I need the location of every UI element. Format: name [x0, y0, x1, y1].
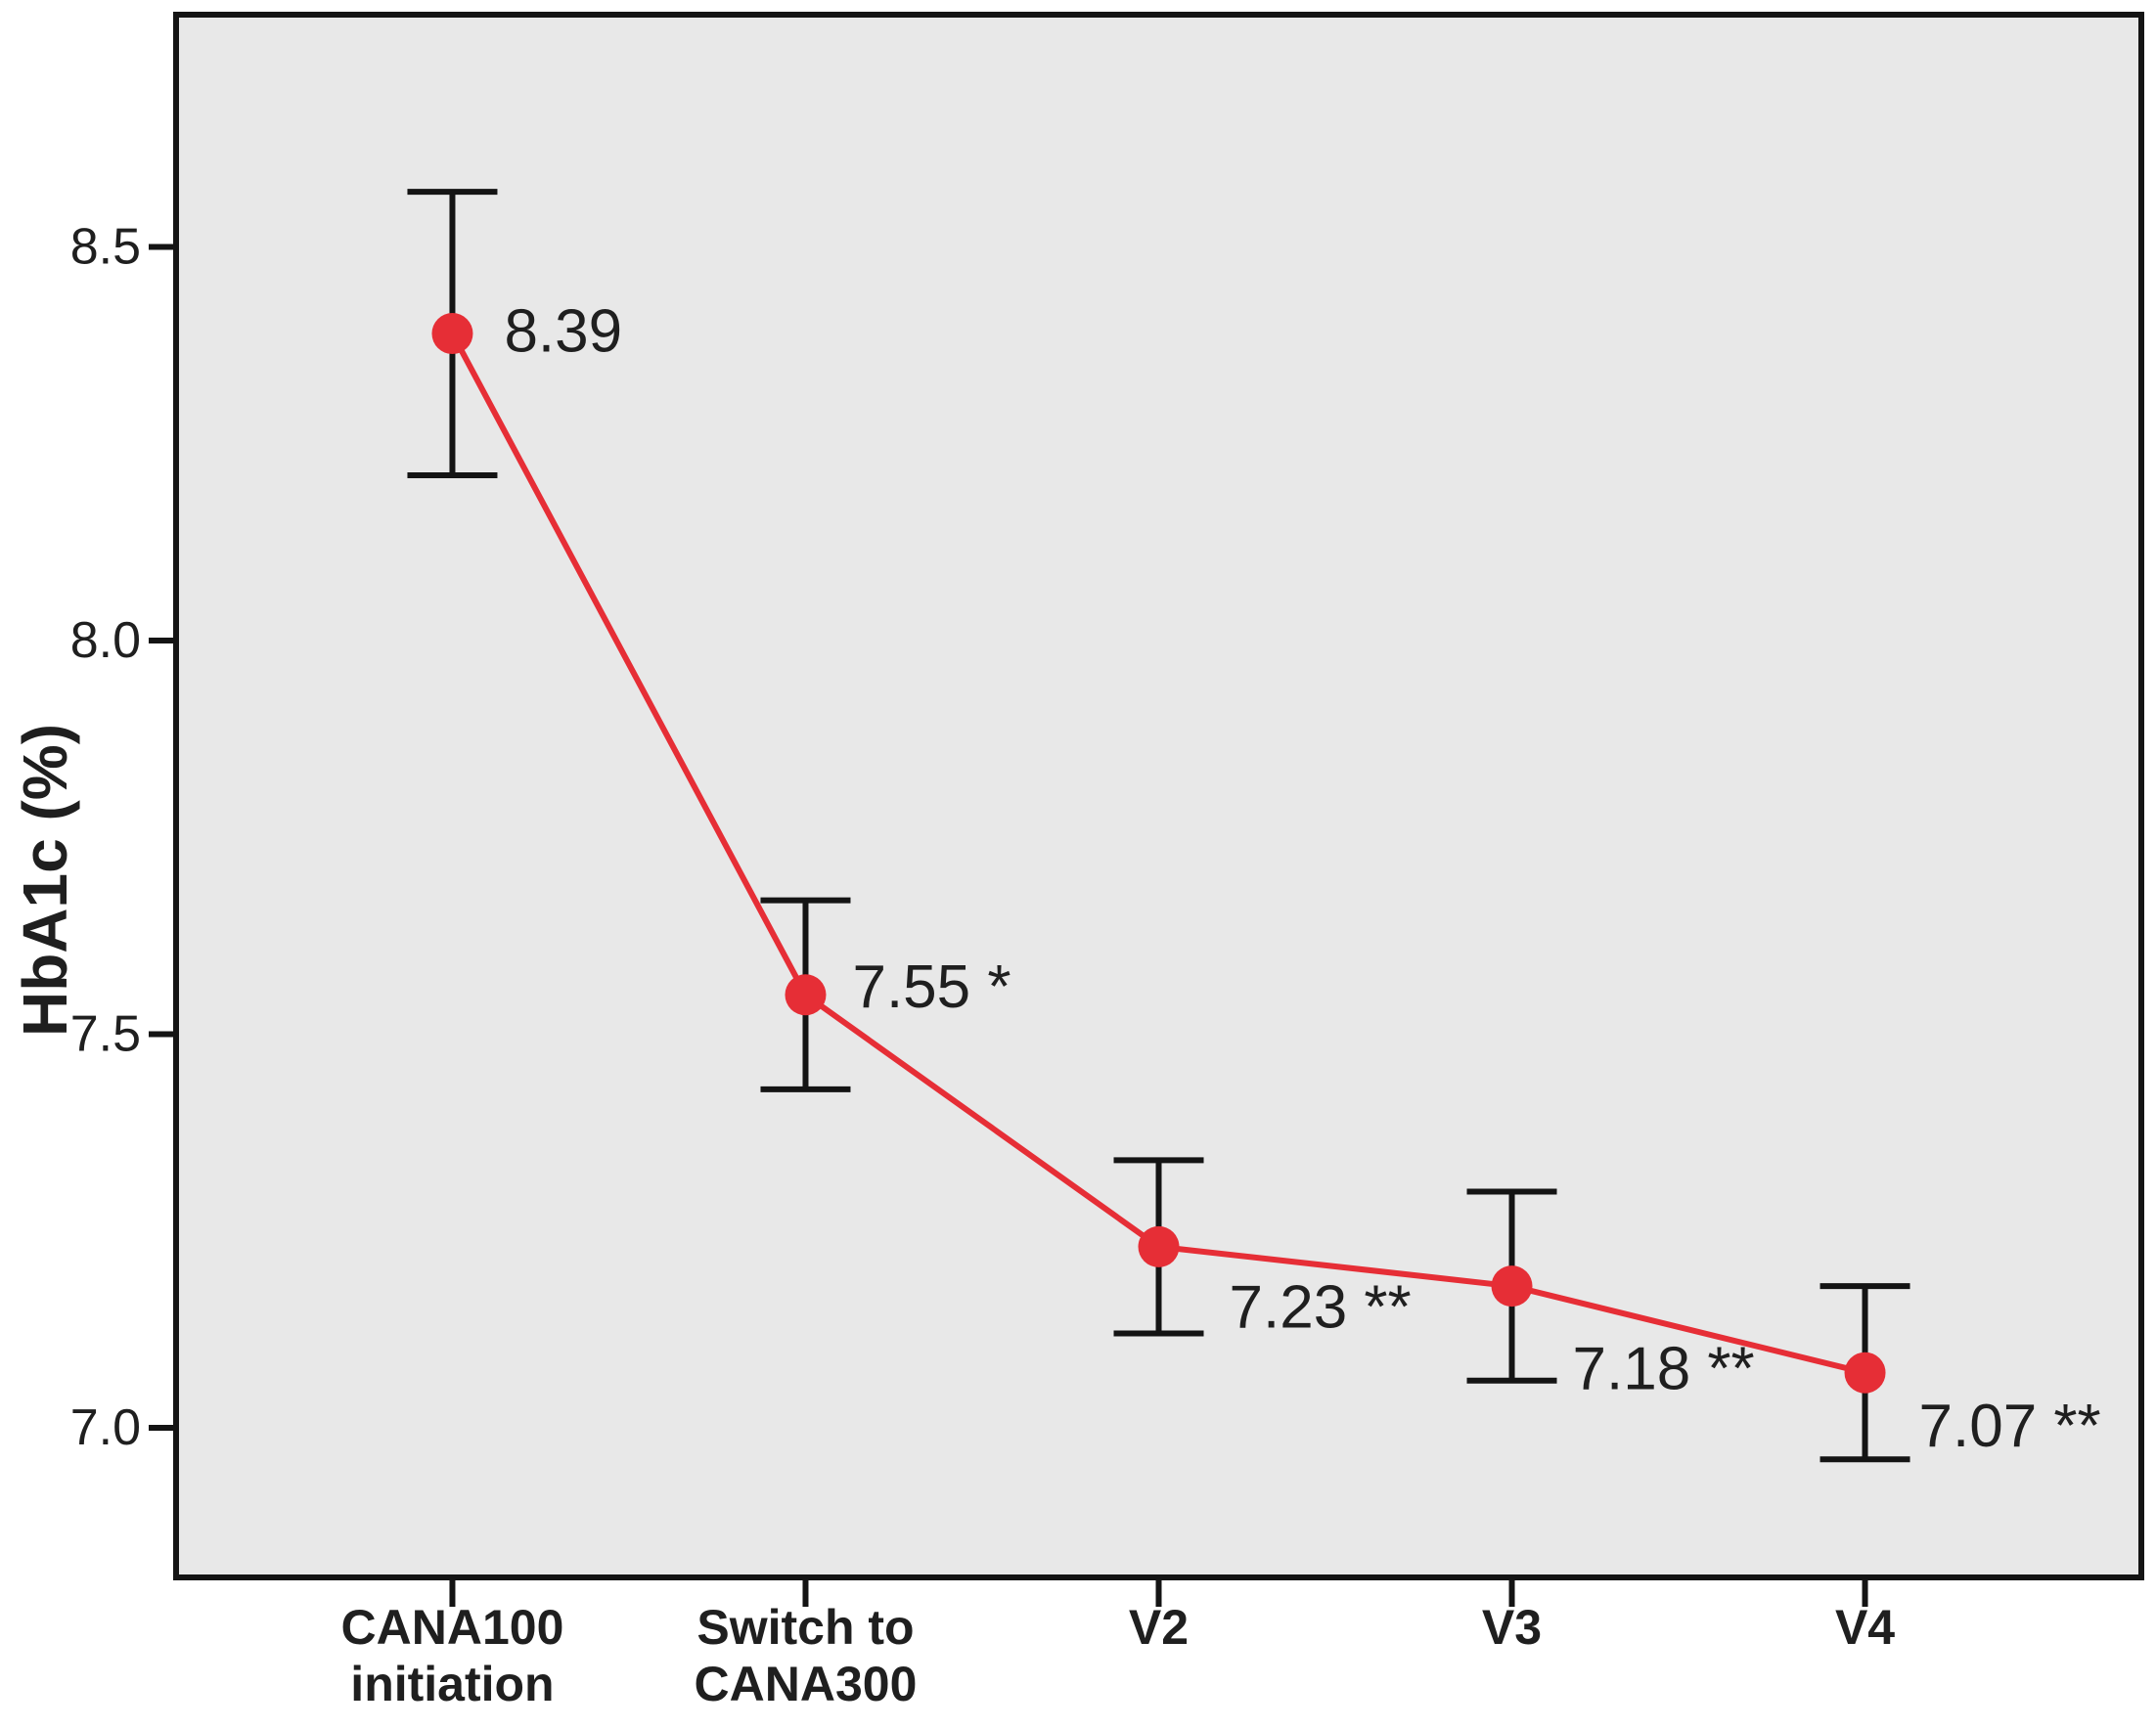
data-point-label: 7.07 **: [1919, 1393, 2101, 1460]
x-axis-category-label: CANA300: [695, 1657, 918, 1711]
data-point-marker: [431, 313, 473, 355]
x-axis-category-label: Switch to: [696, 1600, 914, 1655]
y-axis-tick-label: 7.5: [70, 1006, 141, 1063]
x-axis-category-label: CANA100: [341, 1600, 564, 1655]
x-axis-category-label: V3: [1482, 1600, 1542, 1655]
plot-area: [173, 12, 2144, 1580]
data-point-marker: [1138, 1225, 1180, 1267]
data-point-marker: [1844, 1352, 1886, 1394]
y-axis-tick-label: 7.0: [70, 1399, 141, 1456]
y-axis-tick-label: 8.5: [70, 218, 141, 275]
data-point-label: 7.18 **: [1573, 1336, 1755, 1403]
x-axis-category-label: V2: [1129, 1600, 1189, 1655]
data-point-label: 7.23 **: [1230, 1273, 1412, 1341]
data-point-marker: [1491, 1265, 1533, 1308]
x-axis-category-label: initiation: [350, 1657, 554, 1711]
data-point-label: 7.55 *: [852, 953, 1011, 1021]
y-axis-title: HbA1c (%): [10, 724, 80, 1037]
y-axis-tick-label: 8.0: [70, 612, 141, 669]
data-point-label: 8.39: [504, 298, 622, 366]
x-axis-category-label: V4: [1835, 1600, 1895, 1655]
data-point-marker: [785, 974, 827, 1016]
